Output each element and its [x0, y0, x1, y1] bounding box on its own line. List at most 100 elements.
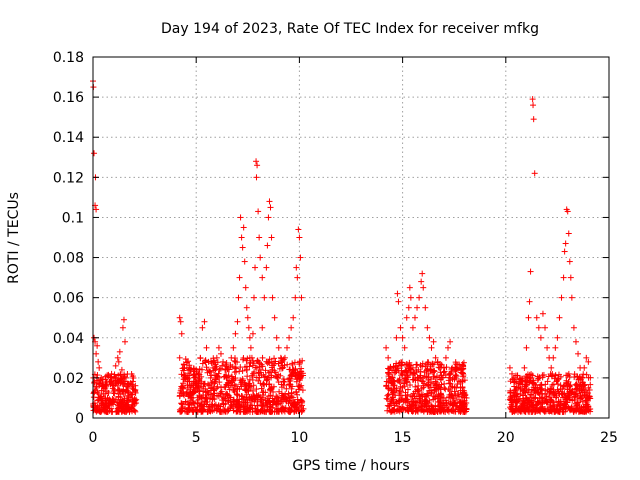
- data-point: [539, 310, 546, 317]
- data-point: [551, 375, 558, 382]
- data-point: [440, 394, 447, 401]
- data-point: [459, 397, 466, 404]
- data-point: [415, 404, 422, 411]
- data-points: [90, 78, 594, 415]
- data-point: [265, 214, 272, 221]
- data-point: [196, 388, 203, 395]
- data-point: [95, 358, 102, 365]
- data-point: [230, 407, 237, 414]
- data-point: [405, 304, 412, 311]
- data-point: [98, 387, 105, 394]
- data-point: [184, 408, 191, 415]
- data-point: [266, 374, 273, 381]
- x-tick-label: 25: [600, 430, 618, 446]
- data-point: [548, 364, 555, 371]
- data-point: [179, 401, 186, 408]
- data-point: [238, 234, 245, 241]
- data-point: [247, 344, 254, 351]
- data-point: [403, 379, 410, 386]
- data-point: [119, 324, 126, 331]
- data-point: [414, 377, 421, 384]
- data-point: [242, 387, 249, 394]
- data-point: [236, 274, 243, 281]
- data-point: [276, 408, 283, 415]
- data-point: [96, 364, 103, 371]
- data-point: [263, 377, 270, 384]
- data-point: [215, 344, 222, 351]
- data-point: [427, 363, 434, 370]
- data-point: [292, 294, 299, 301]
- data-point: [253, 386, 260, 393]
- data-point: [537, 334, 544, 341]
- data-point: [392, 363, 399, 370]
- data-point: [94, 342, 101, 349]
- data-point: [195, 382, 202, 389]
- data-point: [509, 392, 516, 399]
- data-point: [395, 407, 402, 414]
- x-tick-label: 15: [394, 430, 412, 446]
- data-point: [395, 398, 402, 405]
- data-point: [203, 394, 210, 401]
- data-point: [438, 374, 445, 381]
- data-point: [270, 398, 277, 405]
- data-point: [544, 378, 551, 385]
- data-point: [259, 274, 266, 281]
- data-point: [431, 373, 438, 380]
- data-point: [249, 376, 256, 383]
- data-point: [452, 359, 459, 366]
- data-point: [522, 389, 529, 396]
- data-point: [253, 158, 260, 165]
- data-point: [223, 374, 230, 381]
- data-point: [252, 264, 259, 271]
- data-point: [441, 385, 448, 392]
- data-point: [294, 369, 301, 376]
- data-point: [186, 400, 193, 407]
- data-point: [527, 391, 534, 398]
- data-point: [105, 373, 112, 380]
- data-point: [565, 370, 572, 377]
- data-point: [425, 391, 432, 398]
- data-point: [416, 294, 423, 301]
- data-point: [417, 372, 424, 379]
- data-point: [420, 408, 427, 415]
- data-point: [211, 359, 218, 366]
- data-point: [445, 344, 452, 351]
- data-point: [398, 396, 405, 403]
- data-point: [251, 369, 258, 376]
- data-point: [178, 383, 185, 390]
- data-point: [388, 399, 395, 406]
- data-point: [446, 393, 453, 400]
- data-point: [432, 354, 439, 361]
- data-point: [240, 395, 247, 402]
- data-point: [230, 403, 237, 410]
- data-point: [125, 384, 132, 391]
- x-tick-label: 5: [192, 430, 201, 446]
- data-point: [455, 393, 462, 400]
- data-point: [257, 408, 264, 415]
- data-point: [113, 408, 120, 415]
- data-point: [437, 369, 444, 376]
- data-point: [404, 371, 411, 378]
- data-point: [550, 381, 557, 388]
- data-point: [419, 363, 426, 370]
- data-point: [463, 405, 470, 412]
- data-point: [402, 374, 409, 381]
- data-point: [239, 375, 246, 382]
- data-point: [425, 382, 432, 389]
- data-point: [275, 344, 282, 351]
- data-point: [564, 390, 571, 397]
- data-point: [230, 344, 237, 351]
- data-point: [534, 398, 541, 405]
- data-point: [203, 401, 210, 408]
- data-point: [286, 381, 293, 388]
- data-point: [249, 330, 256, 337]
- data-point: [247, 359, 254, 366]
- data-point: [530, 116, 537, 123]
- data-point: [420, 384, 427, 391]
- data-point: [438, 361, 445, 368]
- data-point: [211, 390, 218, 397]
- data-point: [455, 377, 462, 384]
- data-point: [409, 324, 416, 331]
- data-point: [294, 400, 301, 407]
- data-point: [561, 390, 568, 397]
